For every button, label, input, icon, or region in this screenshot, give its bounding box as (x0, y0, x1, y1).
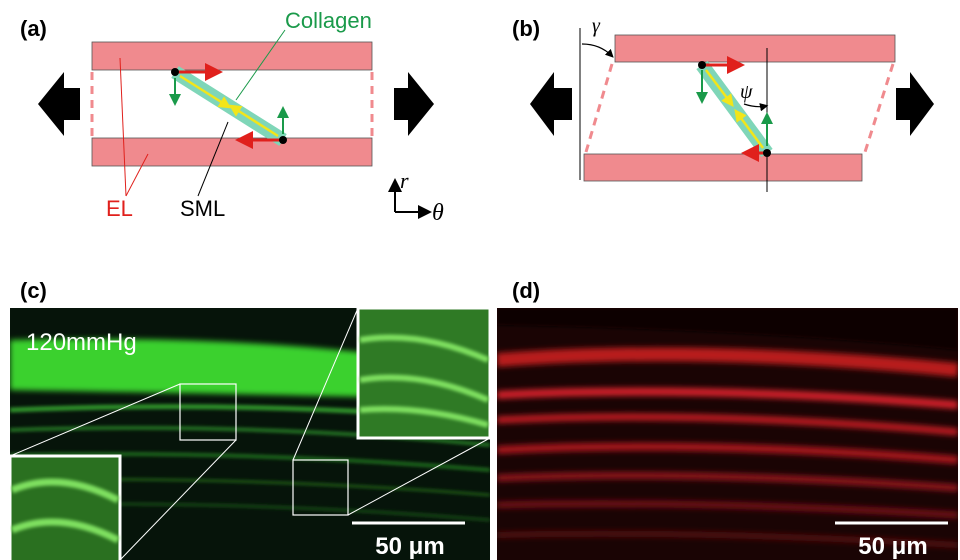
node (763, 149, 771, 157)
sml-label: SML (180, 196, 225, 221)
inset (10, 456, 120, 560)
collagen-label: Collagen (285, 8, 372, 33)
panel-a: (a) Collagen EL SML r θ (20, 8, 444, 226)
elastic-lamina (92, 138, 372, 166)
leader-line (120, 58, 126, 196)
angle-arc (582, 44, 612, 56)
panel-label: (d) (512, 278, 540, 303)
pressure-label: 120mmHg (26, 329, 137, 356)
scale-label: 50 μm (375, 533, 444, 560)
gamma-label: γ (592, 15, 601, 37)
node (698, 61, 706, 69)
boundary (586, 64, 612, 152)
yellow-arrow (180, 76, 226, 105)
panel-label: (b) (512, 16, 540, 41)
elastic-lamina (615, 35, 895, 62)
boundary (865, 64, 893, 152)
load-arrow (394, 72, 434, 136)
panel-label: (a) (20, 16, 47, 41)
panel-d: (d) 50 μm (497, 278, 958, 560)
panel-label: (c) (20, 278, 47, 303)
psi-label: ψ (740, 81, 753, 103)
node (279, 136, 287, 144)
panel-c: (c) 120mmHg 50 μm (10, 278, 490, 560)
load-arrow (38, 72, 80, 136)
node (171, 68, 179, 76)
load-arrow (896, 72, 934, 136)
elastic-lamina (584, 154, 862, 181)
scale-label: 50 μm (858, 533, 927, 560)
el-label: EL (106, 196, 133, 221)
load-arrow (530, 72, 572, 136)
angle-arc (744, 104, 766, 107)
elastic-lamina (92, 42, 372, 70)
figure: (a) Collagen EL SML r θ (b) (0, 0, 960, 560)
panel-b: (b) γ ψ (512, 15, 934, 192)
theta-label: θ (432, 200, 444, 226)
yellow-arrow (234, 108, 278, 136)
r-label: r (400, 168, 409, 193)
